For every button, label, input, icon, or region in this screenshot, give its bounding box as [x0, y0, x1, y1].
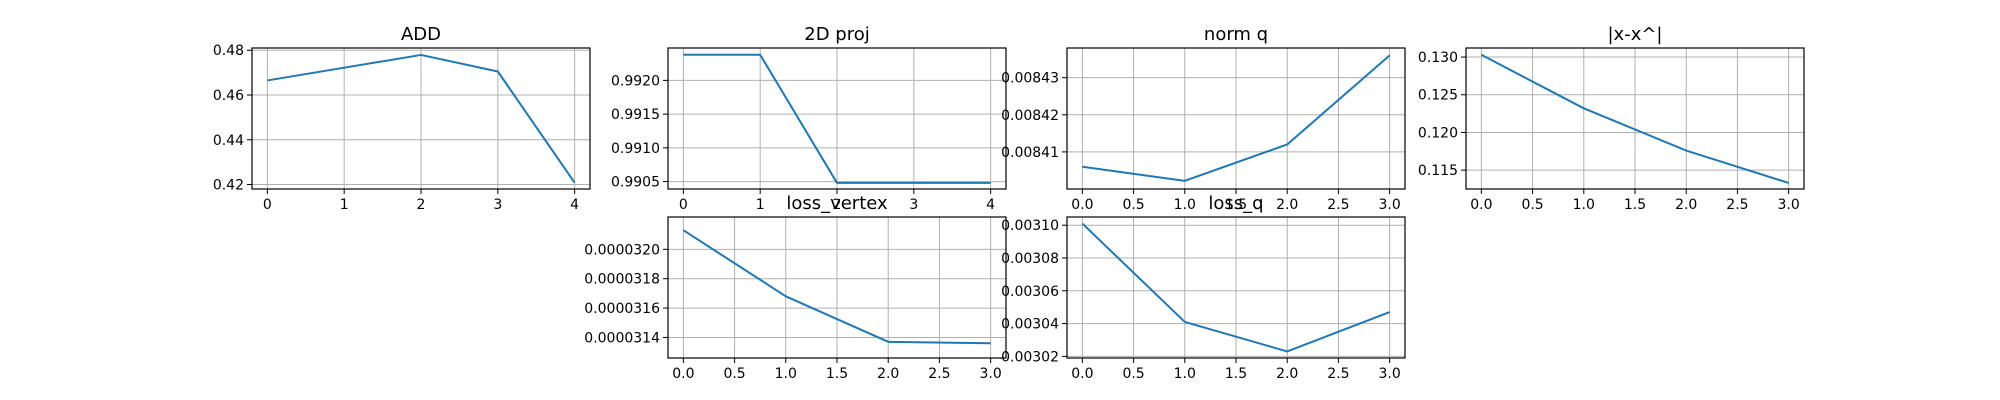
- x-tick-label: 3.0: [1379, 197, 1401, 213]
- y-tick-label: 0.00842: [1001, 108, 1059, 124]
- x-tick-label: 0.0: [1071, 197, 1093, 213]
- chart-panel-3: 0.0 0.5 1.0 1.5 2.0 2.5 3.0 0.115 0.120 0.125 0.13…: [1418, 24, 1805, 213]
- y-tick-label: 0.115: [1418, 163, 1458, 179]
- y-tick-label: 0.00310: [1001, 218, 1059, 234]
- chart-title: |x-x^|: [1607, 24, 1662, 45]
- chart-title: loss_vertex: [786, 193, 888, 214]
- x-tick-label: 3: [909, 197, 918, 213]
- x-tick-label: 0: [679, 197, 688, 213]
- y-tick-label: 0.125: [1418, 88, 1458, 104]
- y-tick-label: 0.120: [1418, 125, 1458, 141]
- x-tick-label: 2.5: [1327, 197, 1349, 213]
- x-tick-label: 2.0: [1675, 197, 1697, 213]
- y-tick-label: 0.00306: [1001, 284, 1059, 300]
- x-tick-label: 3: [493, 197, 502, 213]
- x-tick-label: 1.0: [1174, 366, 1196, 382]
- series-line: [1480, 53, 1789, 184]
- x-tick-label: 1: [756, 197, 765, 213]
- chart-panel-5: 0.0 0.5 1.0 1.5 2.0 2.5 3.0 0.00302 0.00304 0.003…: [1001, 193, 1406, 382]
- chart-panel-4: 0.0 0.5 1.0 1.5 2.0 2.5 3.0 0.0000314 0.0000316 0…: [584, 193, 1007, 382]
- x-tick-label: 0.5: [1122, 366, 1144, 382]
- chart-title: norm q: [1204, 24, 1268, 45]
- x-tick-label: 1.5: [1225, 197, 1247, 213]
- chart-panel-1: 0 1 2 3 4 0.9905 0.9910 0.9915 0.9920 2D proj: [611, 24, 1007, 213]
- chart-title: 2D proj: [804, 24, 869, 45]
- y-tick-label: 0.9905: [611, 175, 660, 191]
- y-tick-label: 0.0000320: [584, 242, 660, 258]
- x-tick-label: 2: [417, 197, 426, 213]
- y-tick-label: 0.9910: [611, 141, 660, 157]
- x-tick-label: 1.0: [1573, 197, 1595, 213]
- x-tick-label: 2.0: [877, 366, 899, 382]
- chart-title: loss_q: [1208, 193, 1263, 214]
- x-tick-label: 2.5: [928, 366, 950, 382]
- x-tick-label: 2.0: [1276, 197, 1298, 213]
- y-tick-label: 0.9920: [611, 73, 660, 89]
- x-tick-label: 1: [340, 197, 349, 213]
- series-line: [1082, 54, 1391, 182]
- x-tick-label: 3.0: [1778, 197, 1800, 213]
- x-tick-label: 2.5: [1726, 197, 1748, 213]
- x-tick-label: 0.0: [1470, 197, 1492, 213]
- x-tick-label: 0.0: [672, 366, 694, 382]
- y-tick-label: 0.0000314: [584, 330, 660, 346]
- chart-title: ADD: [401, 24, 441, 45]
- y-tick-label: 0.44: [213, 133, 244, 149]
- chart-panel-2: 0.0 0.5 1.0 1.5 2.0 2.5 3.0 0.00841 0.00842 0.008…: [1001, 24, 1406, 213]
- x-tick-label: 1.5: [1225, 366, 1247, 382]
- x-tick-label: 1.5: [1624, 197, 1646, 213]
- x-tick-label: 3.0: [980, 366, 1002, 382]
- y-tick-label: 0.42: [213, 178, 244, 194]
- x-tick-label: 1.5: [826, 366, 848, 382]
- x-tick-label: 0.0: [1071, 366, 1093, 382]
- y-tick-label: 0.00843: [1001, 71, 1059, 87]
- x-tick-label: 1.0: [775, 366, 797, 382]
- y-tick-label: 0.00841: [1001, 145, 1059, 161]
- series-line: [1081, 222, 1390, 353]
- x-tick-label: 0.5: [723, 366, 745, 382]
- y-tick-label: 0.48: [213, 43, 244, 59]
- x-tick-label: 0: [263, 197, 272, 213]
- x-tick-label: 4: [986, 197, 995, 213]
- y-tick-label: 0.0000316: [584, 301, 660, 317]
- y-tick-label: 0.0000318: [584, 272, 660, 288]
- y-tick-label: 0.130: [1418, 50, 1458, 66]
- y-tick-label: 0.00308: [1001, 251, 1059, 267]
- series-line: [682, 229, 991, 345]
- y-tick-label: 0.46: [213, 88, 244, 104]
- x-tick-label: 1.0: [1174, 197, 1196, 213]
- y-tick-label: 0.9915: [611, 107, 660, 123]
- x-tick-label: 3.0: [1379, 366, 1401, 382]
- x-tick-label: 0.5: [1122, 197, 1144, 213]
- y-tick-label: 0.00304: [1001, 317, 1059, 333]
- x-tick-label: 2.0: [1276, 366, 1298, 382]
- chart-panel-0: 0 1 2 3 4 0.42 0.44 0.46 0.48 ADD: [213, 24, 591, 213]
- y-tick-label: 0.00302: [1001, 349, 1059, 365]
- x-tick-label: 2: [833, 197, 842, 213]
- x-tick-label: 4: [570, 197, 579, 213]
- x-tick-label: 0.5: [1521, 197, 1543, 213]
- x-tick-label: 2.5: [1327, 366, 1349, 382]
